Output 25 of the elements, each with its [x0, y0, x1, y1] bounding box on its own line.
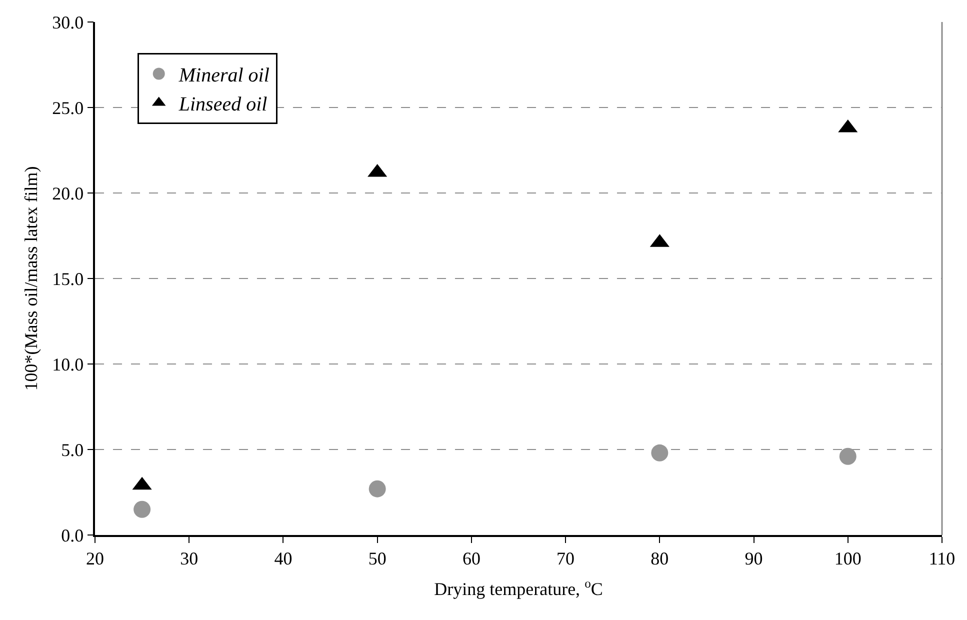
- legend-label: Mineral oil: [178, 64, 270, 87]
- y-axis-title: 100*(Mass oil/mass latex film): [20, 166, 41, 391]
- x-tick-label: 30: [180, 548, 198, 568]
- y-tick-label: 20.0: [52, 183, 84, 204]
- y-tick-label: 5.0: [61, 440, 84, 460]
- y-tick-label: 15.0: [52, 268, 84, 289]
- x-axis-title: Drying temperature, $^{o}$C: [434, 576, 603, 599]
- x-tick-label: 90: [744, 548, 763, 568]
- point: [651, 444, 668, 462]
- point: [368, 480, 386, 498]
- point: [134, 500, 151, 518]
- x-tick-label: 80: [650, 548, 669, 568]
- x-tick-label: 40: [274, 548, 292, 568]
- point: [839, 448, 856, 465]
- x-tick-label: 20: [86, 548, 104, 568]
- y-tick-label: 25.0: [52, 98, 84, 118]
- x-tick-label: 50: [368, 548, 386, 568]
- x-tick-label: 110: [928, 548, 956, 568]
- y-tick-label: 0.0: [61, 525, 84, 546]
- x-tick-label: 100: [834, 548, 862, 568]
- x-tick-label: 60: [462, 548, 480, 568]
- y-tick-label: 30.0: [52, 12, 84, 32]
- legend-label: Linseed oil: [178, 94, 268, 116]
- y-tick-label: 10.0: [52, 354, 84, 374]
- x-tick-label: 70: [556, 548, 575, 568]
